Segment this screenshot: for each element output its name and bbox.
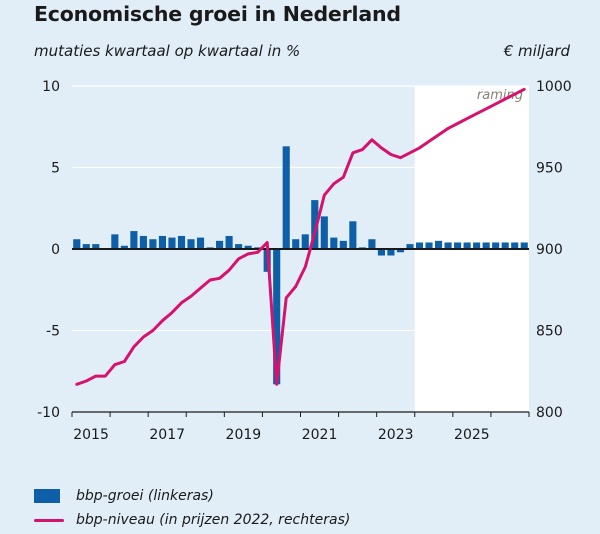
y-left-tick-label: -5 xyxy=(46,324,60,340)
bar-bbp-groei xyxy=(196,237,205,249)
bar-bbp-groei xyxy=(520,242,528,249)
bar-bbp-groei xyxy=(320,216,328,249)
bar-bbp-groei xyxy=(177,235,186,249)
forecast-label: raming xyxy=(477,88,523,103)
bar-bbp-groei xyxy=(244,245,252,249)
bar-bbp-groei xyxy=(311,200,319,249)
bar-bbp-groei xyxy=(120,245,128,249)
bar-bbp-groei xyxy=(415,242,424,249)
legend: bbp-groei (linkeras) bbp-niveau (in prij… xyxy=(34,484,350,532)
bar-bbp-groei xyxy=(434,240,443,249)
line-bbp-niveau xyxy=(75,87,526,386)
right-axis-unit: € miljard xyxy=(503,42,570,60)
bar-bbp-groei xyxy=(225,235,233,249)
bar-bbp-groei xyxy=(349,221,357,249)
y-left-tick-label: 0 xyxy=(51,242,60,258)
bar-bbp-groei xyxy=(168,237,176,249)
y-right-tick-label: 1000 xyxy=(536,79,572,95)
bar-bbp-groei xyxy=(92,244,100,249)
bar-bbp-groei xyxy=(149,239,157,249)
bar-bbp-groei xyxy=(139,235,147,249)
bar-bbp-groei xyxy=(111,234,119,249)
bar-bbp-groei xyxy=(216,240,224,249)
bar-bbp-groei xyxy=(130,231,138,249)
legend-line-swatch xyxy=(34,518,64,522)
bar-bbp-groei xyxy=(454,242,462,249)
bar-bbp-groei xyxy=(425,242,433,249)
chart-area: raming 10 5 0 -5 -10 1000 950 900 850 800 2015 2017 2… xyxy=(37,79,572,443)
bar-bbp-groei xyxy=(330,237,338,249)
y-left-tick-label: -10 xyxy=(37,405,60,421)
x-tick-label: 2021 xyxy=(302,427,338,443)
y-right-tick-label: 850 xyxy=(536,324,563,340)
bar-bbp-groei xyxy=(492,242,500,249)
bar-bbp-groei xyxy=(301,234,309,249)
bar-bbp-groei xyxy=(444,242,452,249)
y-left-tick-label: 10 xyxy=(42,79,60,95)
bar-bbp-groei xyxy=(463,242,471,249)
legend-bar-swatch xyxy=(34,489,60,503)
bar-bbp-groei xyxy=(406,244,414,249)
bar-bbp-groei xyxy=(158,235,167,249)
x-tick-label: 2025 xyxy=(454,427,490,443)
bar-bbp-groei xyxy=(511,242,519,249)
left-axis-unit: mutaties kwartaal op kwartaal in % xyxy=(34,42,301,60)
bar-bbp-groei xyxy=(377,249,385,256)
x-tick-label: 2023 xyxy=(378,427,414,443)
bar-bbp-groei xyxy=(292,239,300,249)
legend-item-bars: bbp-groei (linkeras) xyxy=(34,484,350,508)
bar-bbp-groei xyxy=(235,244,243,249)
bar-bbp-groei xyxy=(473,242,481,249)
y-right-tick-label: 900 xyxy=(536,242,563,258)
bar-bbp-groei xyxy=(82,244,90,249)
y-left-tick-label: 5 xyxy=(51,161,60,177)
bar-bbp-groei xyxy=(187,239,195,249)
y-right-tick-label: 950 xyxy=(536,161,563,177)
bar-bbp-groei xyxy=(396,249,405,253)
bar-bbp-groei xyxy=(482,242,490,249)
bar-bbp-groei xyxy=(73,239,81,249)
bar-bbp-groei xyxy=(368,239,376,249)
bar-bbp-groei xyxy=(387,249,395,256)
bar-bbp-groei xyxy=(282,146,290,249)
y-right-tick-label: 800 xyxy=(536,405,563,421)
x-tick-label: 2019 xyxy=(226,427,262,443)
legend-item-line: bbp-niveau (in prijzen 2022, rechteras) xyxy=(34,508,350,532)
legend-bar-label: bbp-groei (linkeras) xyxy=(76,488,214,504)
bar-bbp-groei xyxy=(273,249,281,385)
chart-title: Economische groei in Nederland xyxy=(34,2,401,26)
bar-bbp-groei xyxy=(339,240,347,249)
x-tick-label: 2017 xyxy=(149,427,185,443)
legend-line-label: bbp-niveau (in prijzen 2022, rechteras) xyxy=(76,512,351,528)
x-tick-label: 2015 xyxy=(73,427,109,443)
bar-bbp-groei xyxy=(501,242,509,249)
